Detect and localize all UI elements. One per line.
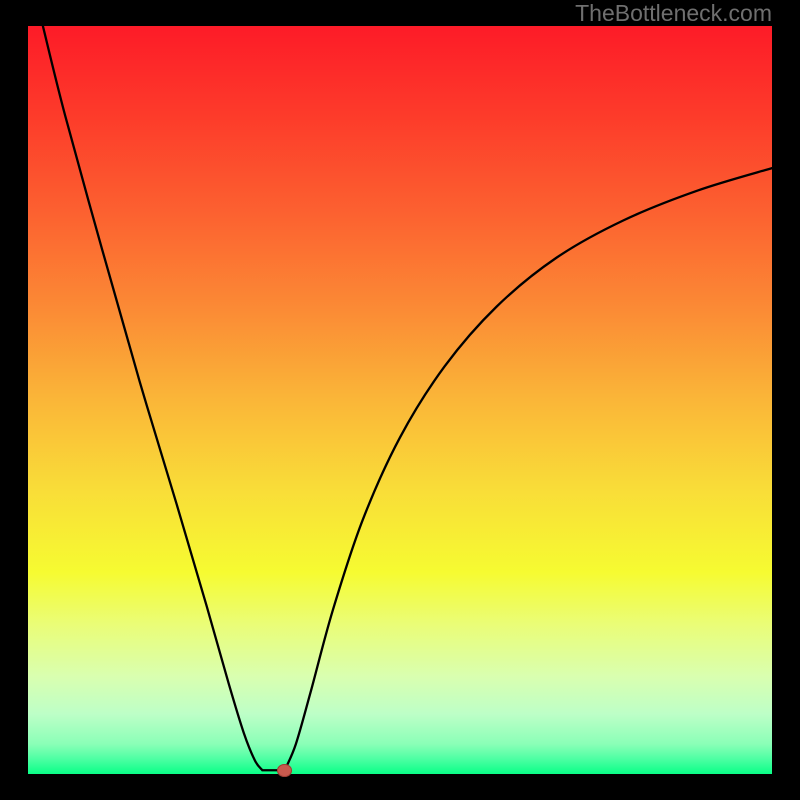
- plot-area: [28, 26, 772, 774]
- optimum-marker: [277, 764, 292, 777]
- bottleneck-curve: [43, 26, 772, 770]
- chart-container: TheBottleneck.com: [0, 0, 800, 800]
- watermark-text: TheBottleneck.com: [575, 0, 772, 27]
- curve-svg: [28, 26, 772, 774]
